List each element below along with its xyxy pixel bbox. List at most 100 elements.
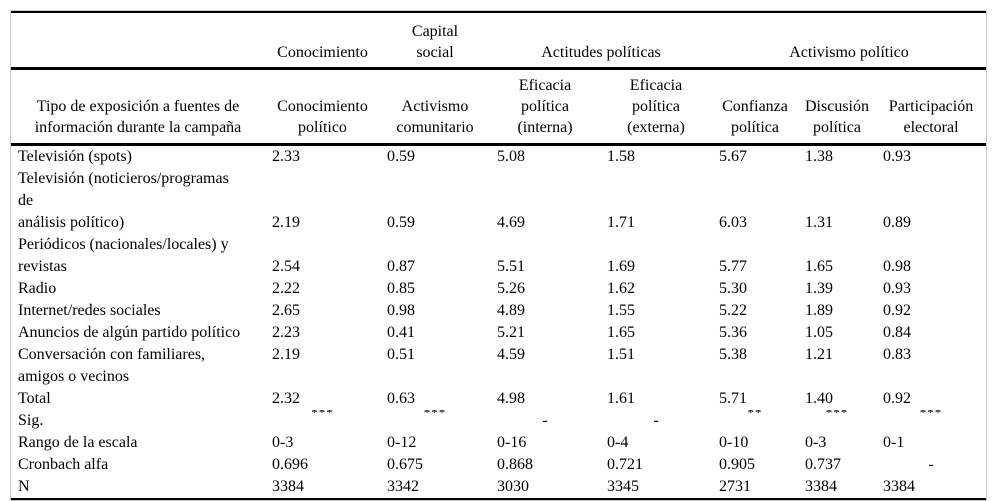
cell xyxy=(265,234,380,256)
cell xyxy=(380,234,490,256)
cell: 0.696 xyxy=(272,456,308,473)
cell xyxy=(265,190,380,212)
cell: 1.55 xyxy=(607,302,635,319)
cell: 0.737 xyxy=(805,456,841,473)
significance-marker: ** xyxy=(747,410,763,420)
cell: 3030 xyxy=(497,478,529,495)
cell: 1.71 xyxy=(607,214,635,231)
table-row: amigos o vecinos xyxy=(11,366,986,388)
cell xyxy=(490,168,600,190)
cell: 3384 xyxy=(805,478,837,495)
table-row: Periódicos (nacionales/locales) y xyxy=(11,234,986,256)
cell: *** xyxy=(380,410,490,432)
cell: 4.59 xyxy=(497,346,525,363)
cell: 5.22 xyxy=(719,302,747,319)
table-body: Televisión (spots) 2.33 0.59 5.08 1.58 5.67 1.… xyxy=(11,145,986,500)
cell: 0.721 xyxy=(607,456,643,473)
cell xyxy=(712,366,798,388)
cell: 0.63 xyxy=(387,390,415,407)
row-label: Total xyxy=(18,390,51,407)
cell xyxy=(490,190,600,212)
significance-marker: *** xyxy=(919,410,943,420)
cell: 1.39 xyxy=(805,280,833,297)
cell: 1.21 xyxy=(805,346,833,363)
corner-cell xyxy=(11,12,265,70)
table-row: Televisión (noticieros/programas xyxy=(11,168,986,190)
cell xyxy=(600,168,712,190)
cell: 3345 xyxy=(607,478,639,495)
cell: 0.675 xyxy=(387,456,423,473)
cell: 0-16 xyxy=(497,434,527,451)
cell: 1.05 xyxy=(805,324,833,341)
cell: ** xyxy=(712,410,798,432)
group-header-row: Conocimiento Capital social Actitudes polí… xyxy=(11,12,987,70)
cell: 0.84 xyxy=(883,324,911,341)
cell: 5.30 xyxy=(719,280,747,297)
cell: 2.19 xyxy=(272,214,300,231)
cell: 2.32 xyxy=(272,390,300,407)
row-label: amigos o vecinos xyxy=(18,368,130,385)
cell: 0-10 xyxy=(719,434,749,451)
row-label: Cronbach alfa xyxy=(18,456,109,473)
column-header-4: Eficacia política (externa) xyxy=(600,68,712,146)
cell: 2.54 xyxy=(272,258,300,275)
significance-marker: *** xyxy=(423,410,447,420)
cell: 0.93 xyxy=(883,280,911,297)
stats-table: Conocimiento Capital social Actitudes polí… xyxy=(11,11,987,500)
row-label-header: Tipo de exposición a fuentes de informac… xyxy=(11,68,265,146)
table-row: Rango de la escala 0-3 0-12 0-16 0-4 0-10 0-3 0… xyxy=(11,432,986,454)
cell: 4.98 xyxy=(497,390,525,407)
cell: 2.65 xyxy=(272,302,300,319)
cell: 5.51 xyxy=(497,258,525,275)
results-table-container: Conocimiento Capital social Actitudes polí… xyxy=(10,10,987,501)
column-header-2: Activismo comunitario xyxy=(380,68,490,146)
cell xyxy=(380,190,490,212)
table-row: análisis político) 2.19 0.59 4.69 1.71 6.03 1.… xyxy=(11,212,986,234)
cell: 6.03 xyxy=(719,214,747,231)
cell: 5.26 xyxy=(497,280,525,297)
cell: 0.41 xyxy=(387,324,415,341)
row-label: de xyxy=(18,192,34,209)
cell: 1.40 xyxy=(805,390,833,407)
cell: 1.51 xyxy=(607,346,635,363)
cell xyxy=(798,234,876,256)
cell: 2.19 xyxy=(272,346,300,363)
group-header-1: Conocimiento xyxy=(265,12,380,70)
cell xyxy=(876,366,986,388)
cell: - xyxy=(928,456,934,473)
cell: 0-3 xyxy=(272,434,294,451)
cell xyxy=(490,234,600,256)
row-label: Radio xyxy=(18,280,57,297)
cell: *** xyxy=(798,410,876,432)
cell: 0-12 xyxy=(387,434,417,451)
cell: 3384 xyxy=(883,478,915,495)
cell: 1.62 xyxy=(607,280,635,297)
cell: 0.905 xyxy=(719,456,755,473)
cell: 1.69 xyxy=(607,258,635,275)
cell xyxy=(265,168,380,190)
table-row: Televisión (spots) 2.33 0.59 5.08 1.58 5.67 1.… xyxy=(11,145,986,169)
column-header-6: Discusión política xyxy=(798,68,876,146)
row-label: Periódicos (nacionales/locales) y xyxy=(18,236,229,253)
cell: 0.92 xyxy=(883,302,911,319)
cell: 4.89 xyxy=(497,302,525,319)
cell: 2.22 xyxy=(272,280,300,297)
cell xyxy=(876,234,986,256)
cell xyxy=(600,190,712,212)
cell: 1.89 xyxy=(805,302,833,319)
table-row: Total 2.32 0.63 4.98 1.61 5.71 1.40 0.92 xyxy=(11,388,986,410)
table-row: de xyxy=(11,190,986,212)
cell: *** xyxy=(876,410,986,432)
cell xyxy=(798,168,876,190)
cell: 4.69 xyxy=(497,214,525,231)
cell: 0.83 xyxy=(883,346,911,363)
row-label: Televisión (spots) xyxy=(18,148,132,165)
table-row: Radio 2.22 0.85 5.26 1.62 5.30 1.39 0.93 xyxy=(11,278,986,300)
cell: 5.77 xyxy=(719,258,747,275)
table-row: Internet/redes sociales 2.65 0.98 4.89 1.55 5… xyxy=(11,300,986,322)
cell: 5.67 xyxy=(719,148,747,165)
cell: 5.21 xyxy=(497,324,525,341)
cell: 0-3 xyxy=(805,434,827,451)
cell xyxy=(798,366,876,388)
table-row: Anuncios de algún partido político 2.23 0.… xyxy=(11,322,986,344)
